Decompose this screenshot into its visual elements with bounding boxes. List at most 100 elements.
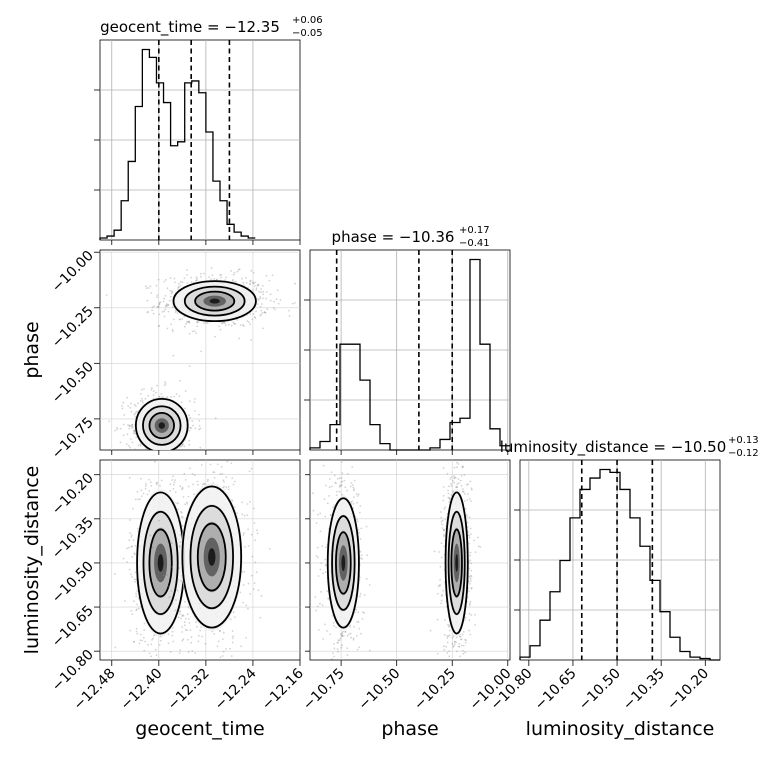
sample-point bbox=[181, 524, 184, 527]
sample-point bbox=[149, 534, 152, 537]
sample-point bbox=[327, 597, 329, 600]
sample-point bbox=[454, 684, 456, 686]
sample-point bbox=[214, 417, 217, 419]
sample-point bbox=[133, 641, 136, 643]
sample-point bbox=[341, 634, 343, 636]
contour-line bbox=[181, 485, 243, 629]
sample-point bbox=[466, 499, 469, 502]
sample-point bbox=[469, 582, 471, 585]
sample-point bbox=[163, 280, 166, 283]
sample-point bbox=[333, 436, 335, 438]
sample-point bbox=[240, 645, 243, 648]
sample-point bbox=[189, 467, 191, 470]
sample-point bbox=[442, 645, 445, 648]
sample-point bbox=[249, 283, 251, 286]
sample-point bbox=[127, 424, 129, 426]
sample-point bbox=[455, 485, 458, 488]
sample-point bbox=[243, 571, 246, 573]
sample-point bbox=[262, 327, 264, 330]
sample-point bbox=[176, 502, 178, 505]
sample-point bbox=[133, 448, 136, 450]
sample-point bbox=[246, 320, 249, 322]
sample-point bbox=[461, 649, 464, 652]
sample-point bbox=[131, 423, 134, 426]
sample-point bbox=[353, 496, 355, 498]
sample-point bbox=[181, 487, 184, 490]
sample-point bbox=[363, 612, 366, 614]
sample-point bbox=[257, 589, 260, 592]
sample-point bbox=[466, 515, 468, 518]
sample-point bbox=[156, 460, 158, 462]
sample-point bbox=[441, 519, 444, 522]
sample-point bbox=[105, 294, 108, 296]
sample-point bbox=[216, 278, 218, 281]
sample-point bbox=[171, 630, 174, 633]
sample-point bbox=[165, 278, 167, 281]
sample-point bbox=[448, 485, 450, 488]
sample-point bbox=[166, 396, 169, 398]
sample-point bbox=[359, 595, 361, 598]
sample-point bbox=[134, 553, 136, 556]
sample-point bbox=[358, 646, 360, 649]
sample-point bbox=[182, 638, 185, 641]
hist-luminosity_distance bbox=[519, 468, 720, 661]
sample-point bbox=[348, 633, 350, 636]
sample-point bbox=[321, 545, 324, 548]
sample-point bbox=[195, 460, 198, 462]
sample-point bbox=[261, 303, 263, 305]
sample-point bbox=[178, 518, 181, 521]
sample-point bbox=[336, 478, 339, 480]
sample-point bbox=[152, 637, 154, 640]
sample-point bbox=[314, 596, 317, 598]
sample-point bbox=[324, 623, 326, 626]
sample-point bbox=[440, 602, 442, 605]
sample-point bbox=[317, 629, 320, 631]
sample-point bbox=[178, 546, 181, 548]
sample-point bbox=[359, 592, 362, 595]
sample-point bbox=[242, 324, 245, 326]
sample-point bbox=[135, 627, 138, 630]
sample-point bbox=[447, 623, 449, 626]
sample-point bbox=[339, 637, 342, 640]
sample-point bbox=[197, 321, 200, 323]
sample-point bbox=[473, 539, 475, 542]
sample-point bbox=[135, 405, 137, 407]
sample-point bbox=[223, 321, 226, 323]
sample-point bbox=[332, 652, 334, 654]
sample-point bbox=[470, 569, 473, 572]
sample-point bbox=[191, 650, 194, 652]
sample-point bbox=[182, 675, 184, 677]
sample-point bbox=[125, 443, 128, 445]
sample-point bbox=[249, 280, 252, 283]
xlabel-geocent-time: geocent_time bbox=[135, 718, 264, 740]
sample-point bbox=[332, 506, 334, 509]
sample-point bbox=[214, 438, 216, 440]
sample-point bbox=[147, 311, 150, 313]
sample-point bbox=[439, 579, 441, 581]
sample-point bbox=[179, 485, 182, 488]
sample-point bbox=[159, 456, 161, 458]
sample-point bbox=[172, 451, 174, 453]
sample-point bbox=[196, 625, 198, 628]
sample-point bbox=[176, 589, 179, 592]
sample-point bbox=[453, 482, 456, 484]
sample-point bbox=[151, 462, 153, 464]
sample-point bbox=[163, 454, 165, 456]
sample-point bbox=[181, 443, 184, 446]
sample-point bbox=[221, 669, 223, 671]
sample-point bbox=[477, 545, 480, 548]
sample-point bbox=[223, 486, 225, 488]
sample-point bbox=[429, 629, 432, 632]
sample-point bbox=[184, 390, 187, 392]
sample-point bbox=[214, 335, 216, 338]
sample-point bbox=[349, 485, 352, 488]
sample-point bbox=[441, 594, 443, 596]
sample-point bbox=[181, 516, 184, 518]
sample-point bbox=[328, 495, 330, 497]
sample-point bbox=[140, 489, 143, 492]
sample-point bbox=[180, 511, 183, 514]
sample-point bbox=[479, 546, 482, 548]
sample-point bbox=[167, 456, 169, 458]
sample-point bbox=[232, 611, 235, 613]
sample-point bbox=[195, 332, 198, 334]
